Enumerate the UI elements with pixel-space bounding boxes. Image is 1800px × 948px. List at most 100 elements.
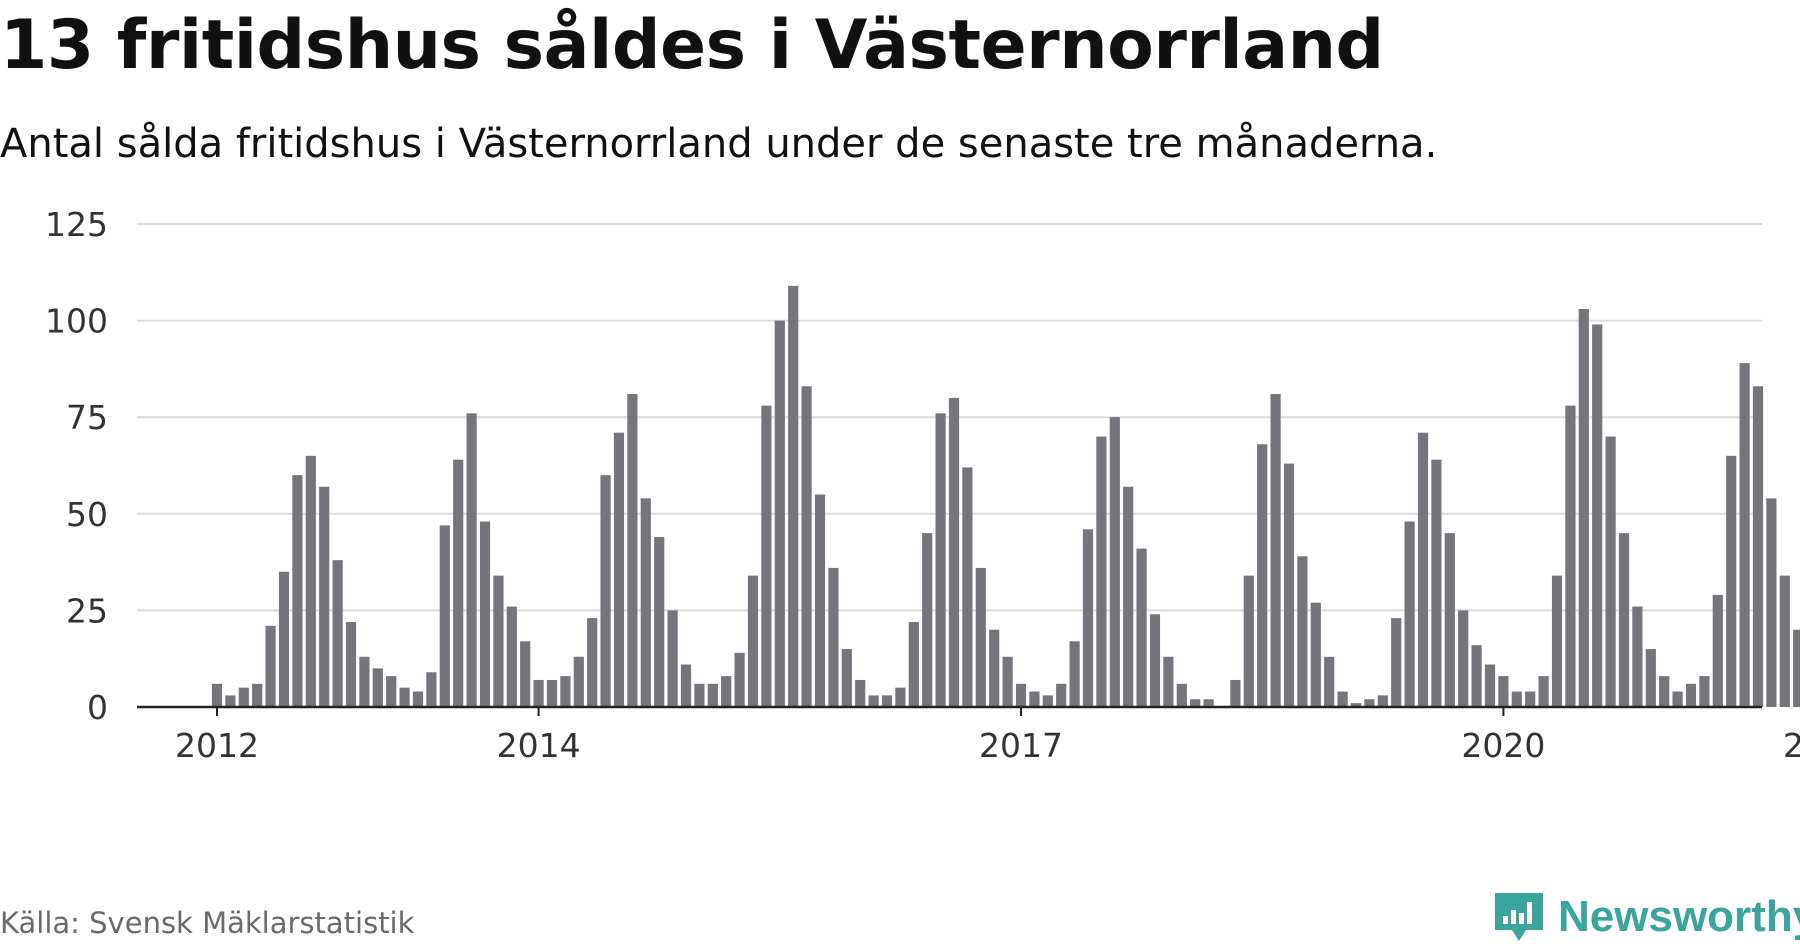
bar bbox=[533, 679, 544, 707]
source-note: Källa: Svensk Mäklarstatistik bbox=[0, 906, 415, 940]
bar bbox=[774, 320, 785, 707]
bar bbox=[868, 695, 879, 707]
bar bbox=[506, 606, 517, 707]
bar bbox=[1310, 602, 1321, 707]
bar bbox=[265, 625, 276, 707]
bar bbox=[734, 652, 745, 707]
bar bbox=[881, 695, 893, 707]
bar bbox=[694, 683, 705, 707]
bars bbox=[211, 285, 1800, 707]
bar bbox=[1659, 676, 1670, 707]
bar bbox=[600, 475, 611, 707]
bar bbox=[761, 405, 772, 707]
bar bbox=[788, 285, 799, 707]
bar bbox=[989, 629, 1000, 707]
bar bbox=[667, 610, 678, 707]
bar bbox=[278, 571, 290, 707]
y-tick-label: 50 bbox=[66, 495, 108, 534]
bar bbox=[828, 567, 839, 707]
bar bbox=[479, 521, 491, 707]
bar bbox=[1123, 486, 1134, 707]
bar bbox=[305, 455, 316, 707]
x-tick-label: 2012 bbox=[175, 726, 259, 765]
bar bbox=[1645, 649, 1656, 707]
bar bbox=[680, 664, 692, 707]
bar bbox=[1082, 529, 1094, 707]
bar bbox=[520, 641, 531, 707]
brand-name: Newsworthy bbox=[1558, 892, 1800, 941]
bar bbox=[1324, 656, 1335, 707]
bar bbox=[747, 575, 759, 707]
bar bbox=[1458, 610, 1469, 707]
bar bbox=[707, 683, 718, 707]
x-tick-label: 2022 bbox=[1783, 726, 1800, 765]
bar bbox=[962, 467, 973, 707]
bar bbox=[1364, 699, 1375, 707]
bar bbox=[1417, 432, 1429, 707]
y-tick-label: 75 bbox=[66, 398, 108, 437]
bar bbox=[292, 475, 303, 707]
bar bbox=[1605, 436, 1616, 707]
y-tick-label: 0 bbox=[87, 688, 108, 727]
bar bbox=[654, 536, 665, 707]
newsworthy-logo-icon bbox=[1495, 893, 1543, 941]
bar bbox=[1551, 575, 1563, 707]
bar bbox=[412, 691, 424, 707]
bar bbox=[359, 656, 370, 707]
bar bbox=[1739, 363, 1750, 707]
bar bbox=[948, 397, 960, 707]
bar bbox=[1270, 394, 1281, 707]
page-title: 13 fritidshus såldes i Västernorrland bbox=[0, 6, 1384, 85]
bar bbox=[372, 668, 383, 707]
bar bbox=[1592, 324, 1603, 707]
bar bbox=[895, 687, 906, 707]
bar bbox=[1002, 656, 1013, 707]
bar bbox=[1618, 533, 1630, 707]
bar bbox=[1685, 683, 1697, 707]
brand-logo[interactable]: Newsworthy bbox=[1492, 886, 1800, 948]
bar bbox=[211, 683, 223, 707]
bar bbox=[1511, 691, 1522, 707]
bar bbox=[975, 567, 986, 707]
bar bbox=[1672, 691, 1683, 707]
bar bbox=[935, 413, 946, 707]
bar bbox=[640, 498, 651, 707]
bar bbox=[922, 533, 933, 707]
bar bbox=[238, 687, 249, 707]
bar bbox=[1431, 459, 1442, 707]
bar bbox=[1565, 405, 1576, 707]
bar bbox=[855, 679, 866, 707]
y-axis-ticks: 0 25 50 75 100 125 bbox=[45, 205, 108, 727]
bar bbox=[1752, 386, 1764, 707]
bar bbox=[1109, 417, 1120, 707]
bar bbox=[1176, 683, 1187, 707]
bar bbox=[1498, 676, 1509, 707]
bar bbox=[1632, 606, 1643, 707]
bar bbox=[1042, 695, 1053, 707]
bar bbox=[1350, 703, 1362, 707]
y-tick-label: 100 bbox=[45, 302, 108, 341]
bar bbox=[1190, 699, 1201, 707]
x-tick-label: 2017 bbox=[979, 726, 1063, 765]
bar bbox=[1203, 699, 1214, 707]
bar bbox=[332, 560, 343, 707]
bar bbox=[252, 683, 263, 707]
bar bbox=[1578, 309, 1589, 707]
bar bbox=[1297, 556, 1308, 707]
bar bbox=[345, 621, 357, 707]
bar bbox=[1766, 498, 1777, 707]
x-tick-label: 2014 bbox=[497, 726, 581, 765]
y-tick-label: 125 bbox=[45, 205, 108, 244]
bar bbox=[908, 621, 919, 707]
bar bbox=[1471, 645, 1482, 707]
bar bbox=[1337, 691, 1348, 707]
bar bbox=[466, 413, 477, 707]
bar bbox=[1056, 683, 1067, 707]
bar bbox=[1283, 463, 1295, 707]
bar bbox=[1793, 629, 1800, 707]
bar bbox=[1015, 683, 1027, 707]
bar bbox=[426, 672, 437, 707]
y-tick-label: 25 bbox=[66, 591, 108, 630]
bar bbox=[1096, 436, 1107, 707]
